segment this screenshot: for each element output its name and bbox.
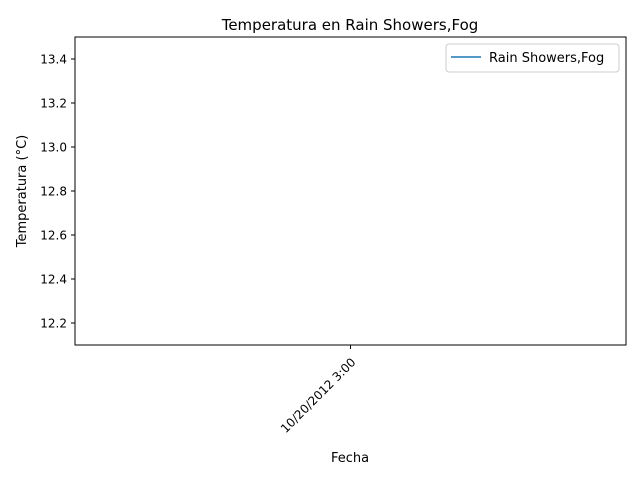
y-axis-label: Temperatura (°C) (15, 135, 30, 248)
legend-label: Rain Showers,Fog (489, 51, 604, 66)
y-tick-label: 12.4 (40, 273, 67, 287)
legend-box (445, 43, 620, 73)
x-axis-label: Fecha (331, 451, 369, 466)
y-tick-label: 12.8 (40, 185, 67, 199)
legend: Rain Showers,Fog (445, 43, 620, 73)
y-tick-label: 12.2 (40, 317, 67, 331)
y-tick-label: 13.2 (40, 97, 67, 111)
y-tick-label: 13.4 (40, 53, 67, 67)
chart-title: Temperatura en Rain Showers,Fog (221, 16, 479, 34)
y-tick-label: 13.0 (40, 141, 67, 155)
y-tick-label: 12.6 (40, 229, 67, 243)
y-axis: 12.2 12.4 12.6 12.8 13.0 13.2 13.4 (40, 53, 75, 331)
